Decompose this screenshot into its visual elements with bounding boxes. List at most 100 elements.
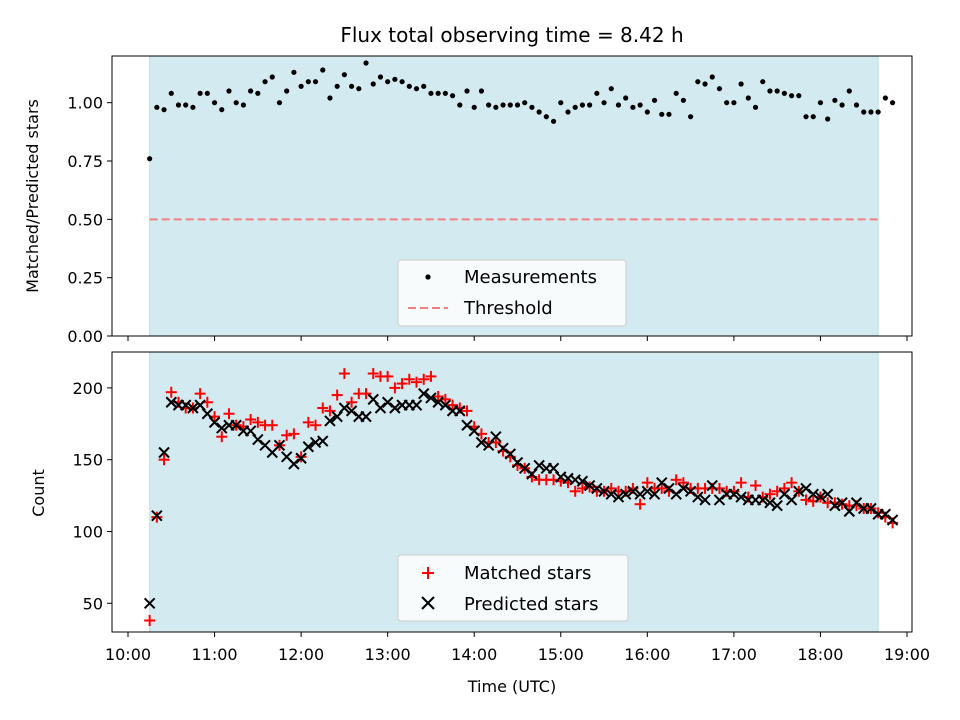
measurement-point (327, 95, 333, 101)
predicted-star-point (345, 405, 358, 417)
predicted-star-point (381, 396, 394, 408)
matched-star-point (310, 419, 322, 431)
matched-star-point (447, 399, 459, 411)
predicted-star-point (208, 416, 221, 429)
predicted-star-point (533, 459, 545, 472)
predicted-star-point (158, 446, 170, 459)
measurement-point (428, 90, 434, 96)
top-y-tick-label: 0.00 (67, 327, 103, 346)
matched-star-point (346, 396, 358, 408)
predicted-star-point (778, 488, 791, 500)
predicted-star-point (757, 494, 769, 506)
predicted-star-point (793, 485, 805, 497)
measurement-point (183, 102, 189, 108)
matched-star-point (750, 480, 762, 492)
bottom-x-tick-label: 15:00 (538, 645, 584, 664)
bottom-x-tick-label: 12:00 (278, 645, 324, 664)
bottom-y-axis-label: Count (29, 469, 48, 517)
top-chart-title: Flux total observing time = 8.42 h (340, 23, 683, 47)
measurement-point (312, 79, 319, 85)
matched-star-point (158, 454, 170, 466)
matched-star-point (836, 498, 848, 510)
measurement-point (666, 111, 672, 117)
measurement-point (803, 114, 809, 120)
matched-star-point (281, 429, 293, 441)
predicted-star-point (641, 485, 654, 497)
measurement-point (731, 100, 737, 106)
measurement-point (161, 107, 167, 113)
matched-star-point (411, 376, 423, 388)
measurement-point (601, 100, 607, 106)
bottom-axes-frame (111, 351, 913, 633)
predicted-star-point (648, 488, 661, 500)
predicted-star-point (821, 488, 834, 500)
measurement-point (219, 107, 225, 113)
measurement-point (651, 97, 658, 103)
measurement-point (832, 97, 838, 103)
predicted-star-point (764, 497, 776, 509)
measurement-point (853, 102, 860, 108)
measurement-point (399, 79, 405, 85)
matched-star-point (151, 511, 163, 523)
predicted-star-point (425, 392, 437, 404)
measurement-point (486, 102, 492, 108)
top-y-tick-label: 0.25 (67, 269, 103, 288)
matched-star-point (144, 615, 156, 627)
measurement-point (363, 60, 369, 66)
bottom-y-tick-label: 150 (72, 451, 103, 470)
bottom-x-tick-label: 10:00 (105, 645, 151, 664)
predicted-star-point (151, 509, 163, 522)
matched-star-point (634, 498, 646, 510)
measurement-point (392, 76, 398, 82)
measurement-point (579, 102, 586, 108)
measurement-point (745, 95, 751, 101)
measurement-point (334, 83, 340, 89)
predicted-star-point (735, 491, 747, 503)
measurement-point (615, 102, 622, 108)
measurement-point (457, 102, 463, 108)
matched-star-point (584, 481, 596, 493)
measurement-point (522, 100, 528, 106)
bottom-panel: 50 100 150 200 10:00 11:00 12:00 13:00 14:00 15:… (29, 351, 930, 696)
measurement-point (226, 88, 232, 94)
measurement-point (449, 93, 456, 99)
bottom-x-tick-label: 19:00 (884, 645, 930, 664)
measurement-point (882, 95, 888, 101)
measurement-point (385, 79, 391, 85)
bottom-x-tick-label: 18:00 (797, 645, 843, 664)
measurement-point (644, 109, 650, 115)
measurement-point (197, 90, 203, 96)
predicted-star-point (612, 491, 625, 503)
predicted-star-point (497, 442, 509, 454)
measurement-point (370, 81, 376, 87)
measurement-point (861, 109, 867, 115)
matched-star-point (670, 474, 682, 486)
top-y-tick-label: 0.50 (67, 210, 103, 229)
measurement-point (147, 156, 153, 162)
predicted-star-point (619, 488, 632, 500)
measurement-point (154, 104, 160, 110)
measurement-point (752, 104, 759, 110)
predicted-star-point (389, 402, 401, 414)
predicted-star-point (511, 456, 524, 469)
measurement-point (767, 88, 773, 94)
predicted-star-point (216, 422, 228, 434)
bottom-x-tick-label: 11:00 (192, 645, 238, 664)
measurement-point (760, 79, 766, 85)
measurement-point (168, 90, 174, 96)
measurement-point (550, 118, 557, 124)
measurement-point (594, 90, 600, 96)
predicted-star-point (490, 431, 502, 443)
predicted-star-point (468, 425, 480, 437)
predicted-star-point (605, 488, 617, 500)
predicted-star-point (663, 482, 675, 495)
measurement-point (349, 83, 355, 89)
predicted-star-point (771, 499, 783, 512)
predicted-star-point (850, 497, 863, 509)
predicted-star-point (302, 441, 315, 453)
predicted-star-point (879, 508, 892, 520)
predicted-star-point (230, 419, 242, 431)
measurement-point (255, 90, 261, 96)
measurement-point (442, 90, 448, 96)
predicted-star-point (684, 485, 697, 497)
